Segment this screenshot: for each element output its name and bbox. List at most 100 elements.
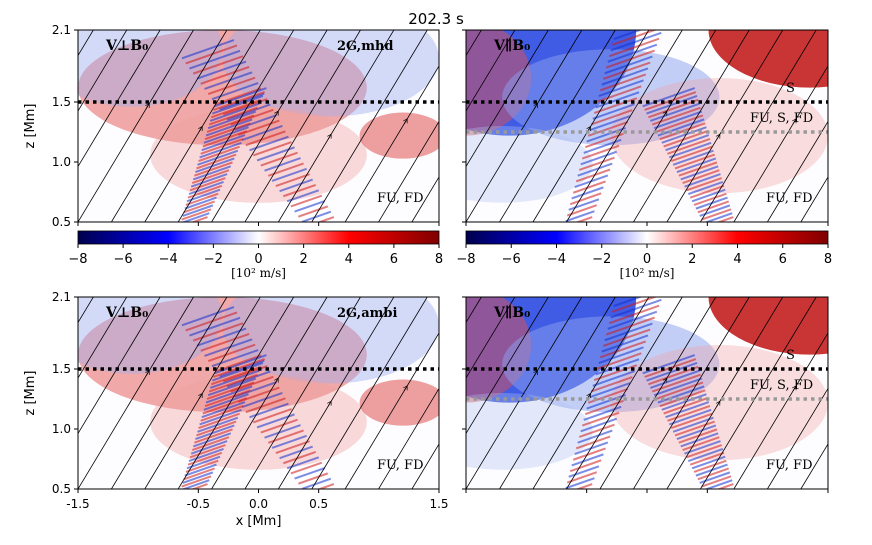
wave-stripe xyxy=(260,151,298,167)
wave-stripe xyxy=(642,87,696,108)
wave-stripe xyxy=(275,440,310,454)
wave-stripe xyxy=(578,423,615,438)
wave-stripe xyxy=(211,82,259,101)
wave-stripe xyxy=(204,389,251,408)
wave-stripe xyxy=(298,205,329,218)
wave-stripe xyxy=(245,397,286,414)
wave-stripe xyxy=(687,180,724,195)
wave-stripe xyxy=(596,85,642,103)
wave-stripe xyxy=(188,447,224,462)
field-arrow xyxy=(403,385,408,392)
field-line xyxy=(633,30,750,222)
wave-stripe xyxy=(279,178,314,193)
colorbar-tick-label: −2 xyxy=(204,252,223,267)
panel-content xyxy=(78,297,439,489)
wave-stripe xyxy=(186,455,221,470)
field-arrow xyxy=(715,133,721,140)
field-line xyxy=(599,30,717,222)
field-arrow xyxy=(145,102,150,109)
wave-stripe xyxy=(205,385,253,404)
wave-stripe xyxy=(301,210,332,222)
colorbar-tick-label: 4 xyxy=(345,252,353,267)
x-tick-label: 0.0 xyxy=(249,497,268,511)
wave-stripe xyxy=(578,156,615,171)
wave-stripe xyxy=(668,141,712,159)
wave-stripe xyxy=(264,157,301,172)
wave-stripe xyxy=(610,31,662,52)
wave-stripe xyxy=(569,192,602,206)
field-line xyxy=(733,332,828,489)
wave-stripe xyxy=(592,103,635,120)
panel-content xyxy=(466,297,871,489)
field-line xyxy=(278,297,395,489)
wave-stripe xyxy=(194,428,233,444)
field-line xyxy=(244,30,361,222)
field-arrow xyxy=(869,372,871,376)
field-line xyxy=(499,30,616,222)
colorbar: −8 −6 −4 −2 0 2 4 6 8 [10² m/s] xyxy=(456,230,832,280)
wave-stripe xyxy=(661,393,707,411)
wave-stripe xyxy=(286,456,320,470)
wave-stripe xyxy=(580,150,618,166)
wave-stripe xyxy=(572,180,606,194)
field-line xyxy=(499,297,616,489)
wave-stripe xyxy=(196,60,247,80)
wave-stripe xyxy=(191,436,230,451)
colour-region xyxy=(78,297,367,413)
colorbar-tick-label: 2 xyxy=(299,252,307,267)
wave-stripe xyxy=(659,389,706,408)
wave-stripe xyxy=(584,399,624,416)
wave-stripe xyxy=(577,162,613,177)
colorbar-tick-label: 8 xyxy=(824,252,832,267)
wave-stripe xyxy=(653,110,703,130)
x-tick-label: -0.5 xyxy=(187,497,210,511)
wave-stripe xyxy=(199,408,242,426)
wave-stripe xyxy=(581,144,620,160)
wave-stripe xyxy=(684,440,721,455)
field-arrow xyxy=(533,102,538,109)
wave-stripe xyxy=(298,472,329,485)
field-line xyxy=(466,297,549,435)
wave-stripe xyxy=(580,417,618,433)
wave-stripe xyxy=(610,298,662,319)
x-tick-label: -1.5 xyxy=(66,497,89,511)
colorbar-tick-label: −4 xyxy=(547,252,566,267)
panels: V⊥B₀ 2G,mhd FU, FD 0.5 1.0 1.5 2.1 z [Mm] −8 −6 −4… xyxy=(23,23,871,529)
wave-stripe xyxy=(701,208,732,221)
wave-stripe xyxy=(586,393,626,410)
wave-stripe xyxy=(202,130,248,148)
wave-stripe xyxy=(595,91,640,109)
wave-stripe xyxy=(686,177,723,192)
wave-stripe xyxy=(657,385,705,404)
wave-stripe xyxy=(200,137,244,155)
wave-stripe xyxy=(676,424,717,441)
wave-stripe xyxy=(189,316,241,337)
field-line xyxy=(78,297,161,435)
wave-stripe xyxy=(682,436,720,451)
wave-stripe xyxy=(212,361,264,382)
field-arrow xyxy=(145,369,150,376)
colorbar-label: [10² m/s] xyxy=(231,266,286,280)
component-label: V∥B₀ xyxy=(493,38,530,54)
wave-stripe xyxy=(602,61,651,80)
panel-bl: V⊥B₀ 2G,ambi FU, FD 0.5 1.0 1.5 2.1 z [Mm] -1.5 -… xyxy=(23,290,449,529)
field-line xyxy=(378,120,439,222)
wave-stripe xyxy=(286,189,320,203)
field-arrow xyxy=(327,400,332,407)
wave-stripe xyxy=(226,370,271,388)
wave-stripe xyxy=(581,411,620,427)
wave-stripe xyxy=(599,340,647,359)
field-line xyxy=(344,332,439,489)
wave-stripe xyxy=(241,124,283,141)
wave-stripe xyxy=(195,157,235,174)
field-line xyxy=(466,297,583,489)
field-line xyxy=(78,297,128,379)
field-line xyxy=(177,297,295,489)
wave-stripe xyxy=(601,334,649,353)
wave-stripe xyxy=(605,316,655,336)
colour-region xyxy=(708,297,828,355)
colour-region xyxy=(222,297,439,384)
wave-stripe xyxy=(264,424,301,439)
wave-stripe xyxy=(680,432,719,448)
wave-stripe xyxy=(191,169,230,184)
